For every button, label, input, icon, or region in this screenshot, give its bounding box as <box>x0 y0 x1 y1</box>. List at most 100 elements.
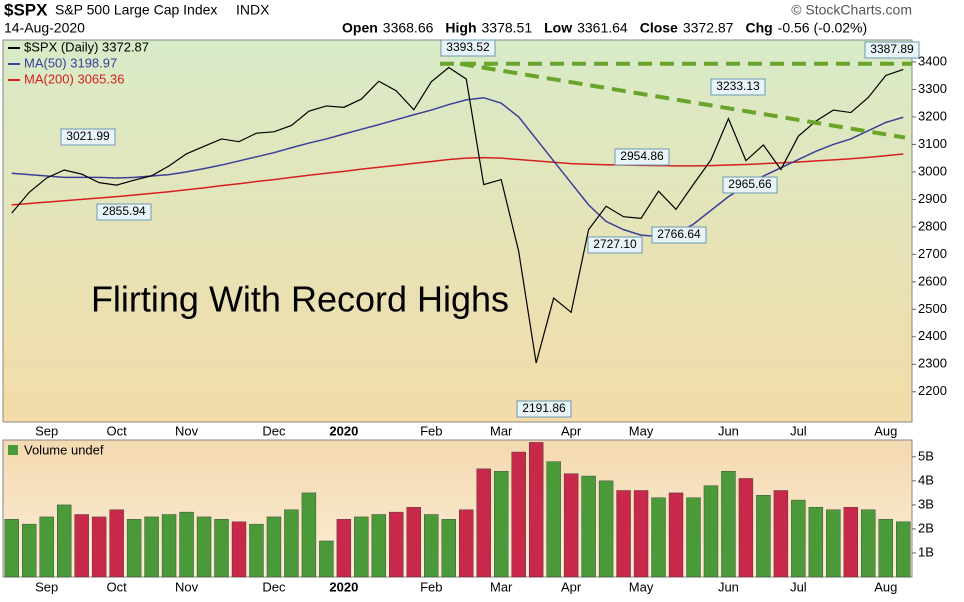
price-label: 2965.66 <box>728 177 772 191</box>
y-tick-label: 2800 <box>918 218 947 233</box>
volume-bar <box>231 521 247 578</box>
y-tick-label: 2400 <box>918 328 947 343</box>
y-tick-label: 2500 <box>918 301 947 316</box>
y-tick-label: 3200 <box>918 108 947 123</box>
index-name: S&P 500 Large Cap Index <box>55 2 217 18</box>
y-tick-label: 2200 <box>918 383 947 398</box>
y-tick-label: 2B <box>918 520 934 535</box>
quote-label: Close <box>640 20 678 36</box>
volume-bar <box>161 514 177 578</box>
y-tick-label: 3000 <box>918 163 947 178</box>
volume-bar <box>284 509 299 578</box>
quote-value: 3368.66 <box>383 20 434 36</box>
volume-bar <box>336 519 352 578</box>
price-label: 2954.86 <box>620 149 664 163</box>
y-tick-label: 2700 <box>918 246 947 261</box>
legend-label: MA(50) 3198.97 <box>24 55 117 70</box>
volume-bar <box>843 507 859 578</box>
legend-label: MA(200) 3065.36 <box>24 71 124 86</box>
price-label-box <box>614 148 670 166</box>
volume-bar <box>616 490 631 578</box>
volume-bar <box>598 480 614 578</box>
price-label: 2766.64 <box>657 227 701 241</box>
volume-bar <box>686 497 701 578</box>
quote-label: Chg <box>745 20 772 36</box>
x-tick-label: Mar <box>490 423 513 438</box>
x-tick-label: Oct <box>107 579 128 594</box>
quote-label: Low <box>544 20 572 36</box>
x-tick-label: Oct <box>107 423 128 438</box>
volume-bar <box>22 523 37 578</box>
volume-bar <box>196 516 212 578</box>
volume-bar <box>354 516 369 578</box>
price-label: 3387.89 <box>870 42 914 56</box>
y-tick-label: 3100 <box>918 136 947 151</box>
volume-bar <box>581 475 596 578</box>
volume-bar <box>39 516 54 578</box>
price-panel <box>2 39 913 423</box>
volume-bar <box>249 523 264 578</box>
volume-bar <box>528 442 544 578</box>
x-tick-label: Feb <box>420 423 442 438</box>
x-tick-label: May <box>629 423 654 438</box>
y-tick-label: 3400 <box>918 53 947 68</box>
x-tick-label: Mar <box>490 579 513 594</box>
x-tick-label: Jun <box>718 423 739 438</box>
volume-bar <box>791 499 806 578</box>
x-tick-label: Jul <box>790 423 807 438</box>
x-tick-label: Feb <box>420 579 442 594</box>
x-tick-label: Sep <box>35 423 58 438</box>
quote-value: -0.56 (-0.02%) <box>778 20 867 36</box>
quote-label: Open <box>342 20 378 36</box>
volume-bar <box>266 516 282 578</box>
legend-label: Volume undef <box>24 442 104 457</box>
price-label: 3393.52 <box>446 40 490 54</box>
volume-bar <box>371 514 387 578</box>
volume-bar <box>738 478 754 578</box>
price-label-box <box>722 176 778 194</box>
x-tick-label: Dec <box>262 579 286 594</box>
volume-bar <box>179 511 194 578</box>
volume-bar <box>878 519 893 578</box>
legend-swatch <box>8 445 18 455</box>
volume-bar <box>74 514 89 578</box>
source: © StockCharts.com <box>791 2 912 18</box>
legend-label: $SPX (Daily) 3372.87 <box>24 39 149 54</box>
trendline <box>459 61 906 140</box>
x-tick-label: Jun <box>718 579 739 594</box>
volume-bar <box>214 519 229 578</box>
price-label: 3021.99 <box>66 129 110 143</box>
price-label-box <box>440 39 496 57</box>
symbol: $SPX <box>4 0 48 19</box>
volume-bar <box>406 507 421 578</box>
price-label-box <box>587 236 643 254</box>
price-label-box <box>516 400 572 418</box>
volume-bar <box>301 492 317 578</box>
volume-bar <box>703 485 719 578</box>
price-label-box <box>710 78 766 96</box>
date: 14-Aug-2020 <box>4 20 85 36</box>
x-tick-label: 2020 <box>329 579 358 594</box>
volume-bar <box>668 492 684 578</box>
annotation: Flirting With Record Highs <box>91 279 509 320</box>
volume-bar <box>651 497 666 578</box>
x-tick-label: May <box>629 579 654 594</box>
volume-bar <box>546 461 561 578</box>
price-label: 3233.13 <box>716 79 760 93</box>
price-label: 2727.10 <box>593 237 637 251</box>
volume-bar <box>773 490 789 578</box>
volume-bar <box>808 507 824 578</box>
exchange: INDX <box>236 2 270 18</box>
x-tick-label: Apr <box>561 579 582 594</box>
y-tick-label: 2900 <box>918 191 947 206</box>
volume-bar <box>633 490 649 578</box>
x-tick-label: Aug <box>874 579 897 594</box>
volume-bar <box>861 509 876 578</box>
volume-bar <box>389 511 404 578</box>
volume-bar <box>144 516 159 578</box>
volume-bar <box>826 509 841 578</box>
volume-bar <box>511 451 526 578</box>
volume-bar <box>563 473 579 578</box>
x-tick-label: Dec <box>262 423 286 438</box>
